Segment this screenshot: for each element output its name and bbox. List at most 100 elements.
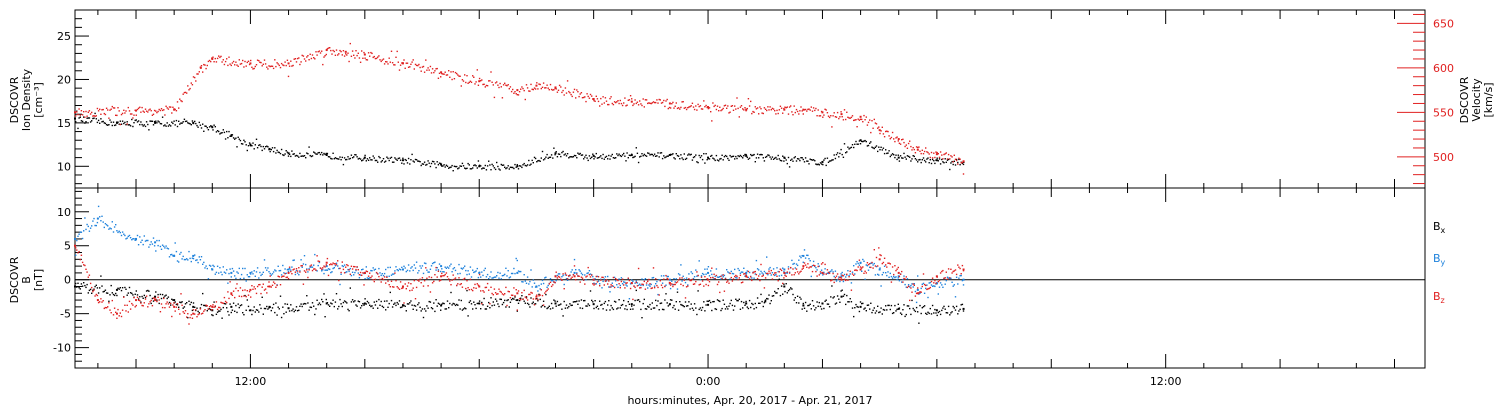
- bz-series-point: [516, 292, 519, 295]
- bz-series-sample: [306, 269, 308, 271]
- ion-density-series-sample: [584, 156, 586, 158]
- bz-series-sample: [482, 290, 484, 292]
- bx-series-sample: [546, 307, 548, 310]
- velocity-series-sample: [422, 65, 425, 68]
- bx-series-sample: [429, 301, 432, 303]
- ion-density-series-sample: [430, 162, 433, 165]
- bx-series-sample: [500, 298, 502, 301]
- velocity-series-sample: [232, 60, 235, 63]
- bz-series-sample: [330, 263, 332, 265]
- bx-series-sample: [599, 300, 601, 302]
- velocity-series-sample: [584, 96, 586, 98]
- bx-series-sample: [699, 307, 702, 309]
- velocity-series-sample: [703, 100, 705, 102]
- ion-density-series-sample: [676, 154, 679, 157]
- by-series-sample: [721, 274, 723, 276]
- by-series-sample: [652, 276, 655, 279]
- bz-series-sample: [639, 287, 641, 289]
- by-series-sample: [223, 271, 226, 273]
- bx-series-sample: [161, 293, 164, 296]
- bx-series-sample: [824, 300, 826, 302]
- bz-series-sample: [493, 288, 496, 290]
- velocity-series-sample: [418, 63, 420, 66]
- ion-density-series-sample: [220, 132, 222, 134]
- by-series-sample: [672, 284, 674, 286]
- bz-series-sample: [870, 266, 872, 269]
- ion-density-series-sample: [941, 158, 943, 161]
- velocity-series-sample: [110, 108, 112, 110]
- bz-series-sample: [349, 273, 351, 275]
- bx-series-sample: [484, 308, 486, 310]
- velocity-series-sample: [935, 151, 937, 153]
- velocity-series-sample: [142, 110, 144, 112]
- by-series-sample: [905, 286, 907, 288]
- ion-density-series-sample: [286, 151, 289, 153]
- bz-series-sample: [449, 280, 451, 282]
- velocity-series-sample: [840, 111, 842, 113]
- by-series-sample: [299, 270, 301, 272]
- by-series-sample: [160, 248, 163, 250]
- velocity-series-sample: [491, 81, 493, 83]
- bz-series-sample: [613, 286, 616, 289]
- bx-series-sample: [509, 301, 512, 303]
- bz-series-sample: [684, 297, 687, 299]
- bx-series-sample: [136, 294, 139, 296]
- bz-series-sample: [247, 294, 250, 296]
- by-series-sample: [512, 272, 514, 275]
- bx-series-sample: [841, 289, 843, 291]
- bz-series-sample: [157, 296, 159, 298]
- velocity-series-sample: [637, 104, 640, 106]
- bz-series-sample: [216, 308, 219, 311]
- bx-series-sample: [659, 302, 661, 305]
- bx-series-sample: [520, 297, 522, 299]
- bx-series-sample: [388, 302, 390, 305]
- velocity-series-sample: [247, 60, 250, 62]
- bz-series-sample: [676, 281, 679, 283]
- bx-series-sample: [218, 310, 220, 312]
- ion-density-series: [74, 110, 965, 172]
- ion-density-series-sample: [580, 154, 583, 156]
- ion-density-series-sample: [397, 157, 399, 160]
- bz-series-sample: [674, 283, 676, 286]
- by-series-sample: [120, 234, 123, 237]
- bx-series-sample: [299, 305, 301, 307]
- velocity-series-sample: [589, 93, 592, 96]
- by-series-sample: [453, 267, 456, 269]
- bx-series-sample: [661, 308, 664, 311]
- velocity-series-sample: [259, 61, 261, 63]
- bx-series-sample: [459, 308, 461, 310]
- velocity-series-sample: [431, 68, 434, 70]
- bz-series-sample: [683, 279, 685, 281]
- ion-density-series-sample: [609, 158, 611, 160]
- by-series-sample: [420, 267, 422, 269]
- velocity-series-sample: [600, 97, 602, 100]
- bz-series-sample: [117, 308, 119, 311]
- ion-density-series-sample: [555, 151, 557, 153]
- by-series-point: [249, 271, 252, 274]
- velocity-series-sample: [523, 89, 525, 92]
- bx-series-sample: [111, 292, 113, 294]
- by-series-point: [878, 268, 881, 271]
- bx-series-sample: [587, 303, 589, 305]
- by-series-sample: [179, 253, 181, 255]
- bz-series-sample: [619, 287, 621, 289]
- ion-density-series-sample: [420, 164, 422, 167]
- ion-density-series-sample: [672, 153, 674, 155]
- by-series-sample: [897, 277, 899, 279]
- bz-series-sample: [381, 277, 383, 280]
- by-series-sample: [806, 254, 808, 256]
- bz-series-sample: [701, 280, 704, 282]
- velocity-series-sample: [775, 113, 777, 115]
- bz-series-sample: [691, 278, 694, 281]
- velocity-series-sample: [464, 74, 466, 76]
- by-series-sample: [711, 273, 713, 276]
- bx-series-sample: [355, 304, 357, 306]
- bz-series-point: [74, 244, 76, 247]
- velocity-series-sample: [497, 84, 499, 86]
- ion-density-series-sample: [136, 121, 139, 123]
- velocity-series-sample: [371, 52, 373, 55]
- by-series-sample: [538, 284, 540, 287]
- ion-density-series-sample: [227, 137, 229, 139]
- by-series-sample: [483, 269, 485, 272]
- by-series-sample: [500, 278, 502, 280]
